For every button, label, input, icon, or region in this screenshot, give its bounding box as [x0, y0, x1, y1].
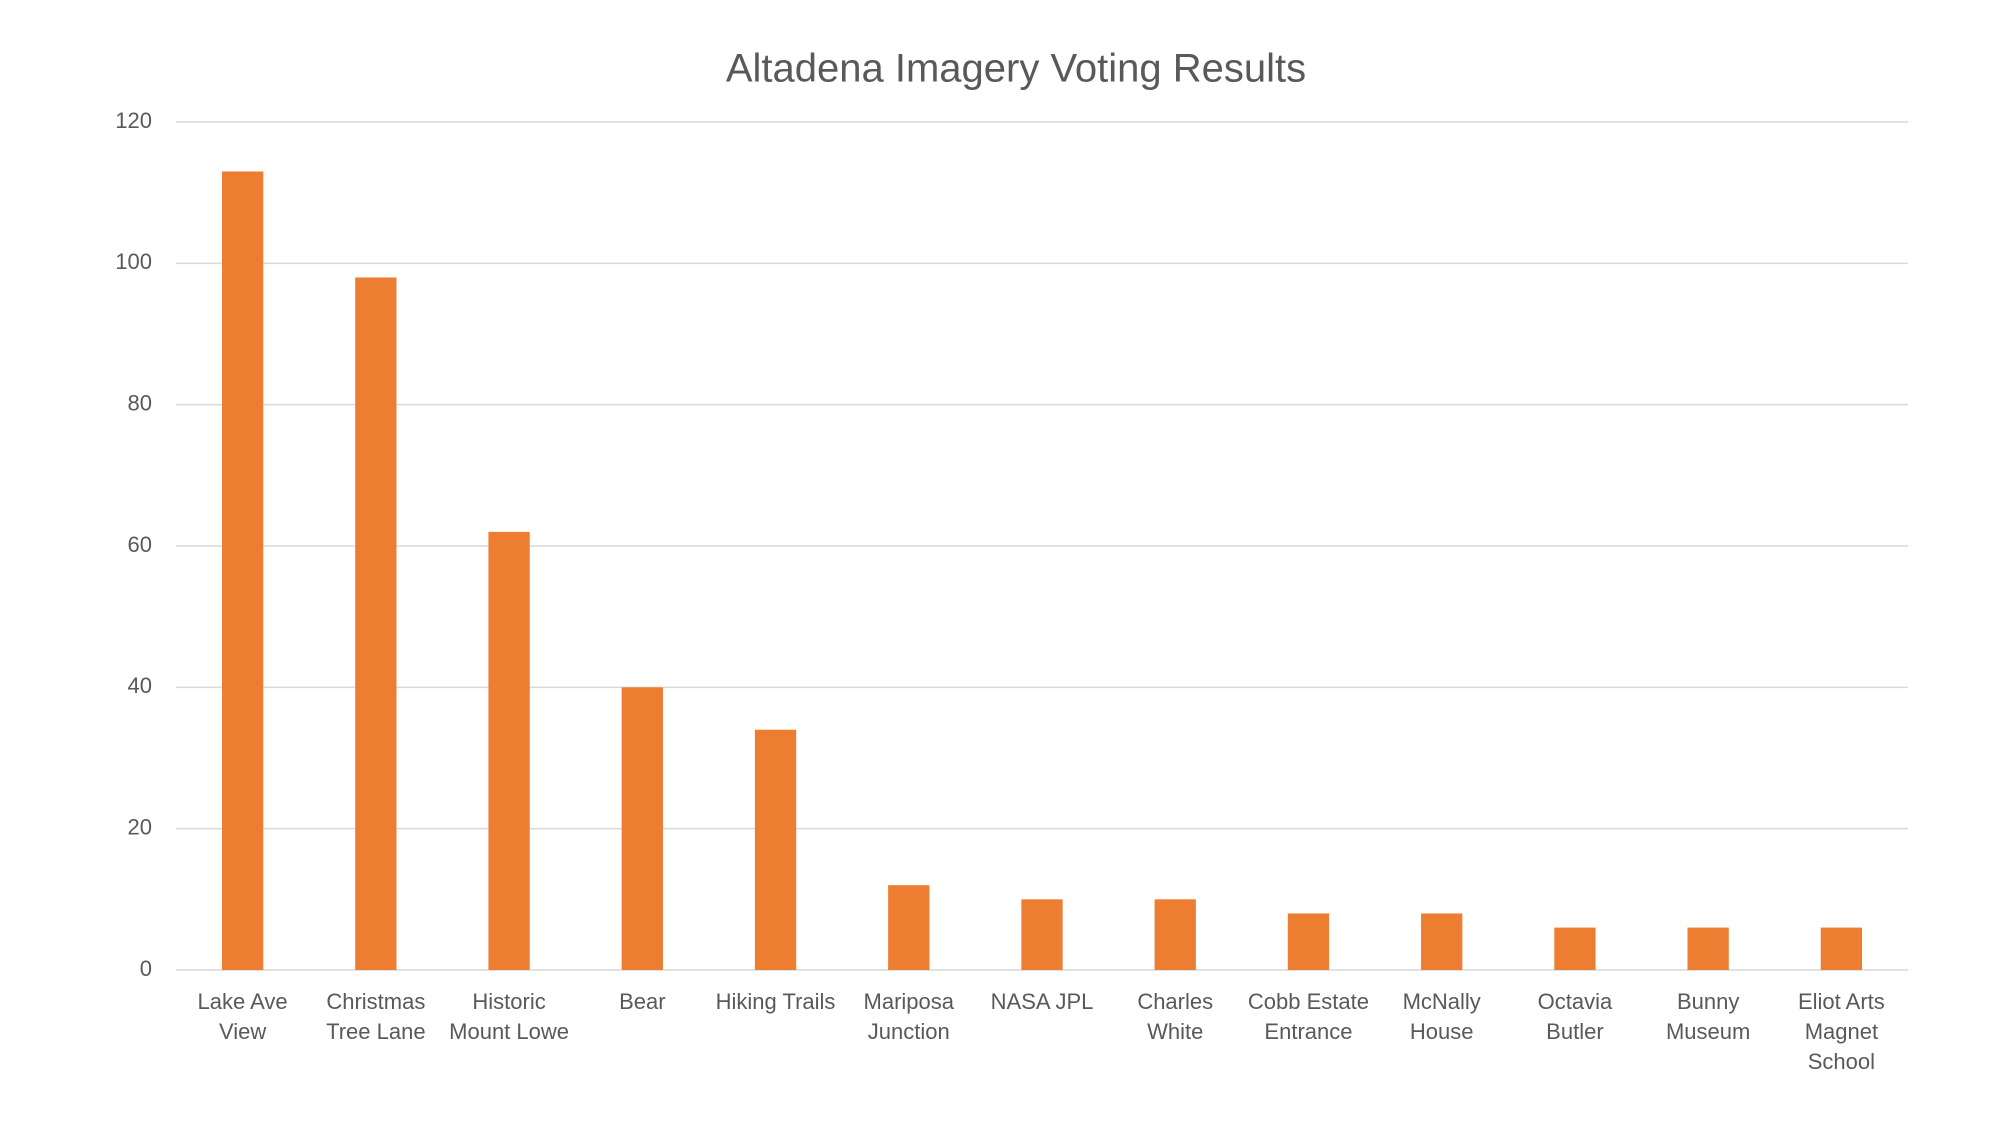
x-tick-label: Eliot Arts Magnet School [1798, 989, 1885, 1074]
bar [754, 729, 797, 970]
y-tick-label: 60 [128, 532, 152, 557]
bar [1421, 913, 1463, 970]
y-tick-label: 20 [128, 814, 152, 839]
bar [1820, 927, 1863, 970]
bar [1687, 927, 1729, 970]
chart-title: Altadena Imagery Voting Results [726, 47, 1306, 91]
bar [1021, 899, 1063, 970]
bar [1154, 899, 1196, 970]
x-tick-label: Hiking Trails [716, 989, 836, 1014]
y-tick-label: 120 [115, 108, 152, 133]
bar [221, 171, 264, 970]
x-tick-label: Bear [619, 989, 665, 1014]
y-tick-label: 40 [128, 673, 152, 698]
y-tick-label: 0 [140, 956, 152, 981]
x-tick-label: McNally House [1403, 989, 1481, 1044]
x-tick-label: Mariposa Junction [864, 989, 955, 1044]
bar [888, 885, 930, 970]
y-tick-label: 100 [115, 249, 152, 274]
x-tick-label: Christmas Tree Lane [326, 989, 425, 1044]
bar [621, 687, 663, 970]
bar [1554, 927, 1596, 970]
x-tick-label: Charles White [1137, 989, 1213, 1044]
x-tick-label: Historic Mount Lowe [449, 989, 569, 1044]
x-tick-label: NASA JPL [991, 989, 1094, 1014]
bar [488, 531, 530, 970]
bar [1287, 913, 1330, 970]
x-tick-label: Lake Ave View [198, 989, 288, 1044]
y-tick-label: 80 [128, 390, 152, 415]
x-tick-label: Bunny Museum [1666, 989, 1750, 1044]
x-tick-label: Octavia Butler [1538, 989, 1613, 1044]
x-tick-label: Cobb Estate Entrance [1248, 989, 1369, 1044]
bar [355, 277, 397, 970]
